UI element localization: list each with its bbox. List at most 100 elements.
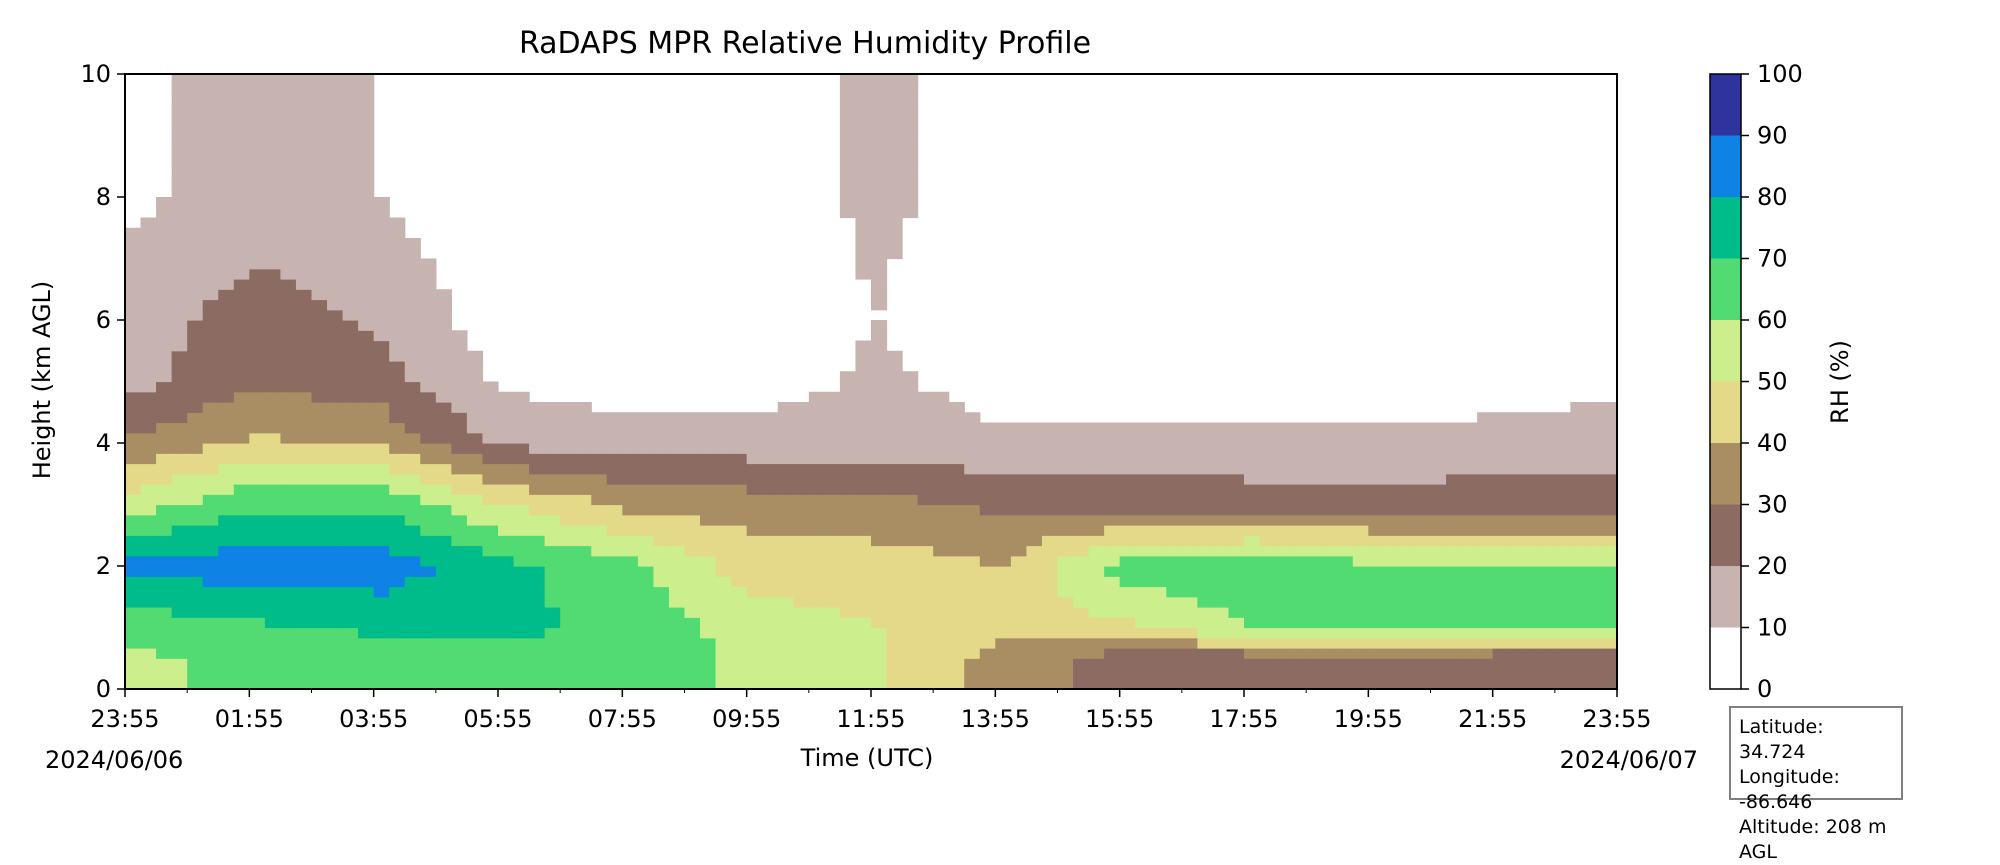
rh-cell <box>264 186 282 198</box>
rh-cell <box>202 176 219 188</box>
rh-cell <box>1228 504 1245 516</box>
rh-cell <box>871 227 888 239</box>
rh-cell <box>404 350 421 362</box>
rh-cell <box>839 555 857 567</box>
rh-cell <box>342 268 359 280</box>
rh-cell <box>451 412 468 424</box>
rh-cell <box>1383 463 1401 475</box>
rh-cell <box>622 596 639 608</box>
rh-cell <box>140 627 157 639</box>
rh-cell <box>373 422 390 434</box>
rh-cell <box>1399 576 1416 588</box>
rh-cell <box>762 576 779 588</box>
rh-cell <box>1539 432 1556 444</box>
rh-cell <box>746 668 763 680</box>
rh-cell <box>342 463 359 475</box>
rh-cell <box>311 545 328 557</box>
rh-cell <box>1150 668 1167 680</box>
rh-cell <box>1057 607 1074 618</box>
rh-cell <box>1073 453 1090 465</box>
rh-cell <box>404 258 421 270</box>
rh-cell <box>979 422 996 434</box>
rh-cell <box>606 535 623 547</box>
rh-cell <box>389 463 406 475</box>
rh-cell <box>855 268 872 280</box>
rh-cell <box>513 545 530 557</box>
rh-cell <box>855 422 872 434</box>
rh-cell <box>1601 422 1618 434</box>
rh-cell <box>1026 535 1043 547</box>
rh-cell <box>1383 627 1401 639</box>
rh-cell <box>622 494 639 506</box>
rh-cell <box>1119 576 1136 588</box>
rh-cell <box>1244 422 1261 434</box>
rh-cell <box>482 402 499 413</box>
rh-cell <box>187 145 204 157</box>
rh-cell <box>202 371 219 383</box>
rh-cell <box>280 238 297 249</box>
rh-cell <box>1539 555 1556 567</box>
rh-cell <box>746 484 763 495</box>
rh-cell <box>389 617 406 629</box>
rh-cell <box>886 166 903 178</box>
latitude-text: Latitude: 34.724 <box>1739 716 1824 763</box>
rh-cell <box>1228 596 1245 608</box>
rh-cell <box>902 84 919 96</box>
rh-cell <box>1554 586 1571 598</box>
rh-cell <box>979 617 996 629</box>
rh-cell <box>964 525 981 536</box>
rh-cell <box>839 617 857 629</box>
rh-cell <box>498 637 515 649</box>
rh-cell <box>202 586 219 598</box>
rh-cell <box>342 197 359 208</box>
rh-cell <box>327 576 344 588</box>
rh-cell <box>715 525 732 536</box>
rh-cell <box>1352 637 1369 649</box>
rh-cell <box>1104 453 1121 465</box>
colorbar-swatch <box>1710 197 1741 259</box>
rh-cell <box>1337 494 1354 506</box>
rh-cell <box>529 566 546 577</box>
rh-cell <box>762 678 779 690</box>
rh-cell <box>420 607 437 618</box>
rh-cell <box>171 473 188 485</box>
rh-cell <box>1430 607 1447 618</box>
rh-cell <box>295 637 313 649</box>
rh-cell <box>311 320 328 331</box>
rh-cell <box>171 586 188 598</box>
rh-cell <box>1508 658 1525 670</box>
rh-cell <box>1026 555 1043 567</box>
rh-cell <box>902 504 919 516</box>
rh-cell <box>855 443 872 454</box>
rh-cell <box>1414 504 1432 516</box>
rh-cell <box>1088 566 1105 577</box>
rh-cell <box>389 412 406 424</box>
rh-cell <box>327 412 344 424</box>
rh-cell <box>715 504 732 516</box>
rh-cell <box>1554 596 1571 608</box>
rh-cell <box>171 186 188 198</box>
rh-cell <box>1523 607 1540 618</box>
rh-cell <box>311 227 328 239</box>
rh-cell <box>1430 637 1447 649</box>
rh-cell <box>125 422 142 434</box>
altitude-text: Altitude: 208 m AGL <box>1739 816 1887 863</box>
rh-cell <box>1259 514 1276 526</box>
rh-cell <box>1539 494 1556 506</box>
rh-cell <box>1244 668 1261 680</box>
rh-cell <box>1601 473 1618 485</box>
rh-cell <box>264 637 282 649</box>
rh-cell <box>808 658 825 670</box>
rh-cell <box>855 658 872 670</box>
rh-cell <box>187 402 204 413</box>
rh-cell <box>404 555 421 567</box>
rh-cell <box>233 576 250 588</box>
rh-cell <box>295 432 313 444</box>
rh-cell <box>420 555 437 567</box>
rh-cell <box>1337 432 1354 444</box>
rh-cell <box>1383 494 1401 506</box>
rh-cell <box>1306 555 1323 567</box>
rh-cell <box>637 596 655 608</box>
rh-cell <box>933 637 950 649</box>
rh-cell <box>358 74 375 85</box>
